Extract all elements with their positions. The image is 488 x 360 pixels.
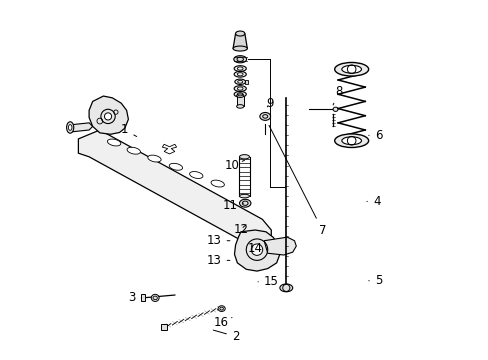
Text: 9: 9 [265, 97, 273, 110]
Ellipse shape [169, 163, 182, 170]
Polygon shape [162, 144, 176, 154]
Ellipse shape [234, 91, 246, 97]
Text: 16: 16 [213, 316, 231, 329]
Ellipse shape [233, 56, 246, 63]
Polygon shape [72, 123, 93, 132]
Text: 11: 11 [222, 198, 243, 212]
Ellipse shape [236, 105, 244, 108]
Bar [141, 294, 145, 301]
Text: 7: 7 [268, 125, 325, 237]
Ellipse shape [341, 137, 361, 145]
Ellipse shape [151, 294, 159, 301]
Polygon shape [264, 237, 296, 255]
Ellipse shape [239, 194, 249, 198]
Circle shape [104, 113, 111, 120]
Ellipse shape [236, 94, 244, 98]
Ellipse shape [233, 46, 247, 51]
Circle shape [251, 244, 262, 255]
Ellipse shape [334, 134, 368, 148]
Ellipse shape [211, 180, 224, 187]
Ellipse shape [189, 172, 203, 179]
Text: 13: 13 [206, 254, 229, 267]
Ellipse shape [235, 31, 244, 36]
Ellipse shape [234, 86, 246, 91]
Ellipse shape [341, 65, 361, 73]
Text: 15: 15 [258, 275, 278, 288]
Bar [160, 324, 166, 330]
Ellipse shape [218, 306, 225, 311]
Ellipse shape [259, 112, 270, 120]
Ellipse shape [332, 107, 337, 111]
Text: 8: 8 [332, 85, 342, 105]
Polygon shape [234, 230, 280, 271]
Ellipse shape [239, 199, 250, 207]
Polygon shape [78, 130, 271, 246]
Text: 1: 1 [121, 123, 137, 136]
Text: 13: 13 [206, 234, 229, 247]
Ellipse shape [68, 125, 72, 130]
Ellipse shape [279, 284, 292, 292]
Ellipse shape [234, 66, 246, 71]
Text: 3: 3 [128, 291, 142, 305]
Ellipse shape [234, 79, 245, 85]
Bar [236, 96, 244, 107]
Polygon shape [233, 33, 247, 49]
Text: 12: 12 [233, 223, 248, 236]
Text: 14: 14 [247, 242, 262, 255]
Ellipse shape [239, 155, 249, 159]
Text: 10: 10 [224, 159, 244, 172]
Ellipse shape [234, 71, 246, 77]
Ellipse shape [107, 139, 121, 146]
Text: 4: 4 [366, 195, 380, 208]
Text: 5: 5 [368, 274, 381, 287]
Ellipse shape [147, 155, 161, 162]
Text: 2: 2 [213, 330, 239, 343]
Ellipse shape [66, 122, 74, 133]
Ellipse shape [334, 63, 368, 76]
Bar [244, 80, 248, 84]
Ellipse shape [127, 147, 140, 154]
Text: 6: 6 [368, 129, 382, 142]
Polygon shape [89, 96, 128, 134]
